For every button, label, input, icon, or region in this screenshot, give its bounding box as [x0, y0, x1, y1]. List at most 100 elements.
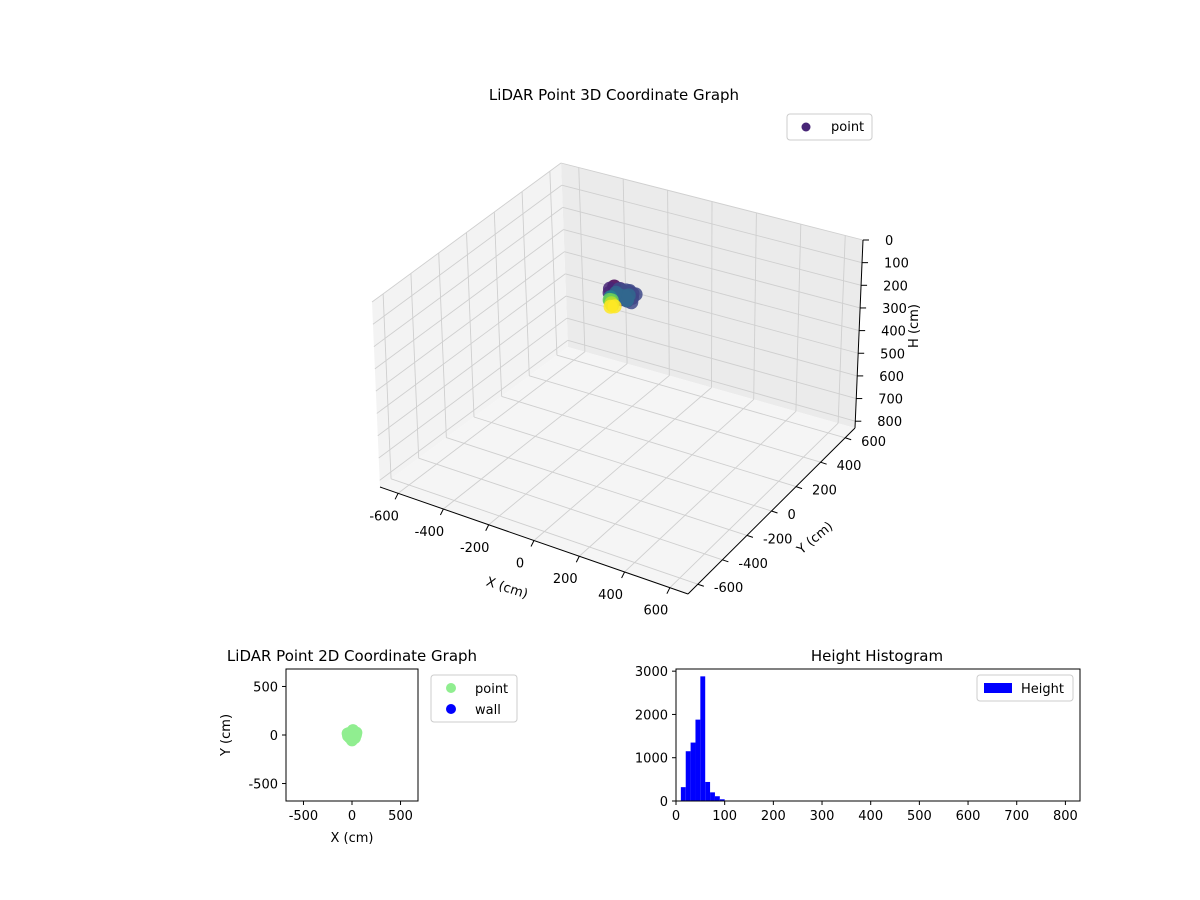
z-tick-label: 500: [880, 347, 905, 362]
grid-x-back: [837, 235, 846, 424]
y-tick-label: 400: [837, 459, 862, 474]
legend-hist-swatch: [984, 683, 1012, 693]
axes-hist-frame: [675, 668, 1081, 802]
grid-z-back: [561, 184, 863, 264]
zlabel-3d: H (cm): [907, 304, 922, 348]
grid-z-back: [562, 206, 862, 286]
grid-y-left: [521, 191, 530, 376]
x-tick-label-hist: 500: [907, 809, 932, 824]
histogram-bar: [690, 742, 696, 801]
z-axis-line: [854, 239, 864, 429]
x-tick-label-hist: 100: [712, 809, 737, 824]
y-tick-mark: [795, 486, 803, 490]
ylabel-3d: Y (cm): [794, 519, 837, 558]
y-tick-label: 600: [861, 435, 886, 450]
title-3d: LiDAR Point 3D Coordinate Graph: [489, 86, 739, 104]
legend-2d-wall-marker: [446, 704, 456, 714]
point-marker-2d: [346, 734, 358, 747]
grid-y-floor: [446, 437, 748, 536]
xlabel-3d: X (cm): [484, 575, 530, 603]
y-tick-label-2d: 0: [270, 729, 278, 744]
plot-2d: LiDAR Point 2D Coordinate Graph -500 0 500…: [219, 647, 518, 846]
legend-hist: Height: [976, 674, 1074, 702]
z-tick-label: 0: [885, 234, 893, 249]
grid-x-back: [711, 201, 713, 388]
grid-z-left: [377, 295, 567, 437]
legend-2d-point-label: point: [475, 682, 508, 697]
histogram-bar: [714, 796, 720, 801]
point-marker: [621, 288, 636, 303]
y-tick-label: -600: [714, 581, 744, 596]
grid-z-back: [564, 251, 860, 332]
x-tick-label: 400: [598, 588, 623, 603]
z-tick-label: 400: [881, 325, 906, 340]
legend-3d-marker: [801, 122, 811, 132]
grid-y-left: [438, 252, 447, 438]
y-tick-label-hist: 2000: [635, 708, 668, 723]
z-tick-label: 200: [883, 279, 908, 294]
y-tick-mark: [722, 559, 729, 563]
ticks-2d: -500 0 500 -500 0 500: [248, 680, 412, 824]
x-tick-label-hist: 800: [1053, 809, 1078, 824]
grid-y-floor: [473, 416, 772, 512]
histogram-bar: [719, 799, 725, 801]
y-tick-mark: [771, 510, 778, 514]
x-tick-label-hist: 200: [761, 809, 786, 824]
x-tick-label: 0: [516, 557, 524, 572]
grid-y-left: [382, 293, 392, 479]
title-2d: LiDAR Point 2D Coordinate Graph: [227, 647, 477, 665]
ticks-hist: 0 100 200 300 400 500 600 700 800 0 1000 2000 3000: [635, 665, 1078, 824]
axes-3d: -600-400-2000200400600-600-400-200020040…: [369, 234, 909, 619]
z-tick-label: 700: [878, 393, 903, 408]
grid-y-left: [493, 212, 503, 397]
x-tick-mark: [621, 571, 626, 579]
grid-z-left: [371, 162, 562, 303]
x-tick-mark: [485, 524, 490, 531]
grid-x-back: [753, 212, 757, 400]
legend-2d: point wall: [430, 674, 518, 723]
grid-z-left: [376, 273, 566, 414]
y-tick-label-hist: 3000: [635, 665, 668, 680]
x-tick-label-hist: 400: [858, 809, 883, 824]
grid-y-floor: [390, 478, 698, 585]
grid-z-left: [375, 251, 565, 392]
title-hist: Height Histogram: [811, 647, 943, 665]
grid-y-left: [466, 232, 475, 418]
histogram-bar: [705, 781, 711, 801]
y-tick-label: -400: [738, 557, 768, 572]
legend-2d-point-marker: [446, 683, 456, 693]
x-tick-label-hist: 0: [672, 809, 680, 824]
y-tick-label-hist: 0: [660, 795, 668, 810]
z-tick-label: 600: [879, 370, 904, 385]
grid-y-left: [549, 171, 558, 356]
x-tick-mark: [575, 556, 580, 563]
points-3d: [602, 279, 643, 314]
grid-3d: [371, 162, 864, 589]
grid-z-back: [567, 339, 856, 422]
x-tick-label: -200: [460, 541, 490, 556]
plot-3d: LiDAR Point 3D Coordinate Graph -600 -400…: [369, 86, 922, 619]
legend-2d-wall-label: wall: [475, 703, 501, 718]
x-tick-mark: [530, 540, 535, 547]
legend-3d: point: [786, 113, 873, 141]
panes-3d: [372, 163, 863, 594]
x-tick-label-hist: 700: [1004, 809, 1029, 824]
point-marker: [607, 299, 622, 314]
legend-hist-box: [976, 674, 1074, 702]
grid-z-left: [379, 339, 569, 481]
y-tick-label: 0: [788, 508, 796, 523]
grid-y-floor: [529, 375, 821, 463]
plot-histogram: Height Histogram 0 100 200 300 400 500 600 700 8…: [635, 647, 1081, 824]
histogram-bar: [710, 792, 715, 801]
x-tick-label: -600: [369, 509, 399, 524]
grid-z-left: [378, 317, 568, 459]
grid-x-back: [622, 178, 628, 364]
y-tick-label: 200: [812, 484, 837, 499]
histogram-bar: [700, 676, 706, 801]
x-tick-label-hist: 300: [810, 809, 835, 824]
x-tick-label-2d: 500: [388, 809, 413, 824]
histogram-bar: [680, 787, 686, 801]
ylabel-2d: Y (cm): [219, 714, 234, 757]
y-tick-mark: [820, 461, 827, 465]
x-tick-label: -400: [415, 525, 445, 540]
